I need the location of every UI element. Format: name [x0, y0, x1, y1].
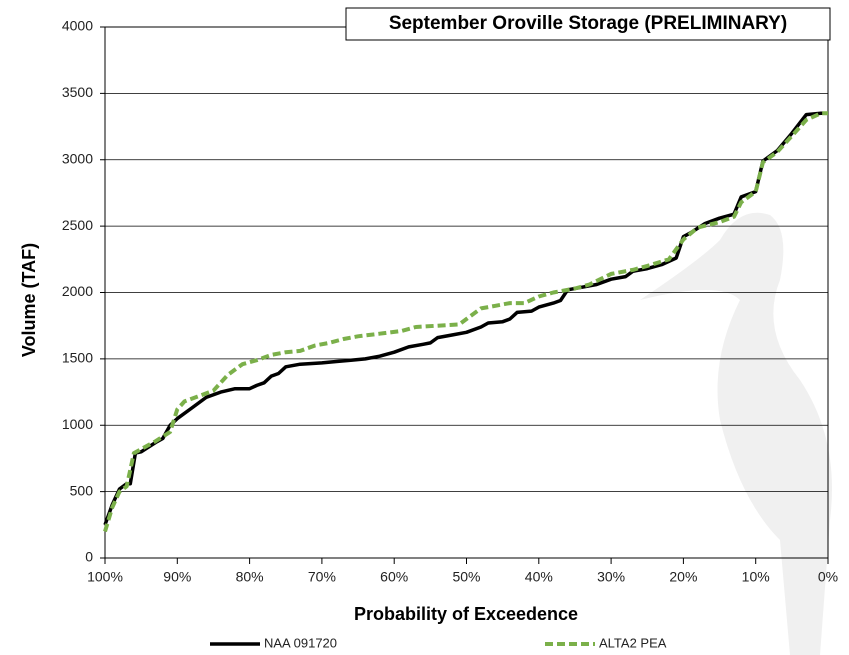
y-tick-label: 3000	[62, 150, 93, 166]
y-tick-label: 1500	[62, 350, 93, 366]
legend-label: NAA 091720	[264, 635, 337, 650]
y-tick-label: 3500	[62, 84, 93, 100]
x-tick-label: 10%	[742, 569, 770, 585]
y-tick-label: 0	[85, 549, 93, 565]
x-tick-label: 30%	[597, 569, 625, 585]
x-tick-label: 20%	[669, 569, 697, 585]
legend-label: ALTA2 PEA	[599, 635, 667, 650]
y-tick-label: 500	[70, 482, 94, 498]
x-tick-label: 60%	[380, 569, 408, 585]
chart-title: September Oroville Storage (PRELIMINARY)	[389, 13, 787, 34]
x-tick-label: 50%	[452, 569, 480, 585]
y-axis-title: Volume (TAF)	[19, 243, 39, 357]
x-tick-label: 90%	[163, 569, 191, 585]
x-tick-label: 80%	[236, 569, 264, 585]
y-tick-label: 4000	[62, 18, 93, 34]
series-line	[105, 113, 828, 531]
x-tick-label: 0%	[818, 569, 838, 585]
chart: Probability of Exceedence Volume (TAF) 0…	[0, 0, 849, 655]
y-tick-label: 1000	[62, 416, 93, 432]
watermark	[640, 213, 832, 655]
x-tick-label: 70%	[308, 569, 336, 585]
y-tick-label: 2000	[62, 283, 93, 299]
x-tick-label: 100%	[87, 569, 123, 585]
y-tick-label: 2500	[62, 217, 93, 233]
x-tick-label: 40%	[525, 569, 553, 585]
x-axis-title: Probability of Exceedence	[354, 604, 578, 624]
